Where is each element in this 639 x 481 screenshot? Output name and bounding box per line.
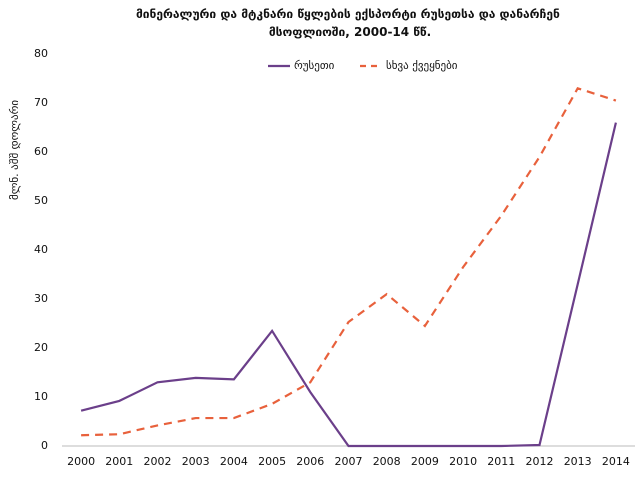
y-tick-label: 80 xyxy=(34,47,48,60)
y-tick-label: 10 xyxy=(34,390,48,403)
y-tick-label: 60 xyxy=(34,145,48,158)
x-tick-label: 2003 xyxy=(182,455,210,468)
x-tick-label: 2004 xyxy=(220,455,248,468)
x-tick-label: 2005 xyxy=(258,455,286,468)
title-line: მსოფლიოში, 2000-14 წწ. xyxy=(269,25,431,39)
x-tick-label: 2009 xyxy=(411,455,439,468)
x-tick-label: 2010 xyxy=(449,455,477,468)
x-tick-label: 2008 xyxy=(373,455,401,468)
title-line: მინერალური და მტკნარი წყლების ექსპორტი რ… xyxy=(136,7,560,21)
x-tick-label: 2001 xyxy=(105,455,133,468)
x-tick-label: 2000 xyxy=(67,455,95,468)
x-tick-label: 2013 xyxy=(564,455,592,468)
x-tick-label: 2007 xyxy=(335,455,363,468)
series-line xyxy=(81,86,617,437)
y-tick-label: 20 xyxy=(34,341,48,354)
x-tick-label: 2002 xyxy=(144,455,172,468)
y-tick-label: 70 xyxy=(34,96,48,109)
y-tick-label: 30 xyxy=(34,292,48,305)
x-tick-label: 2011 xyxy=(487,455,515,468)
x-tick-label: 2012 xyxy=(526,455,554,468)
series-line xyxy=(80,122,617,448)
legend-label: სხვა ქვეყნები xyxy=(386,59,458,72)
chart-title: მინერალური და მტკნარი წყლების ექსპორტი რ… xyxy=(136,7,564,39)
y-axis-title: მლნ. აშშ დოლარი xyxy=(8,100,21,200)
x-tick-label: 2014 xyxy=(602,455,630,468)
y-tick-label: 50 xyxy=(34,194,48,207)
x-tick-label: 2006 xyxy=(296,455,324,468)
legend-label: რუსეთი xyxy=(294,59,335,72)
y-tick-label: 0 xyxy=(41,439,48,452)
y-tick-label: 40 xyxy=(34,243,48,256)
